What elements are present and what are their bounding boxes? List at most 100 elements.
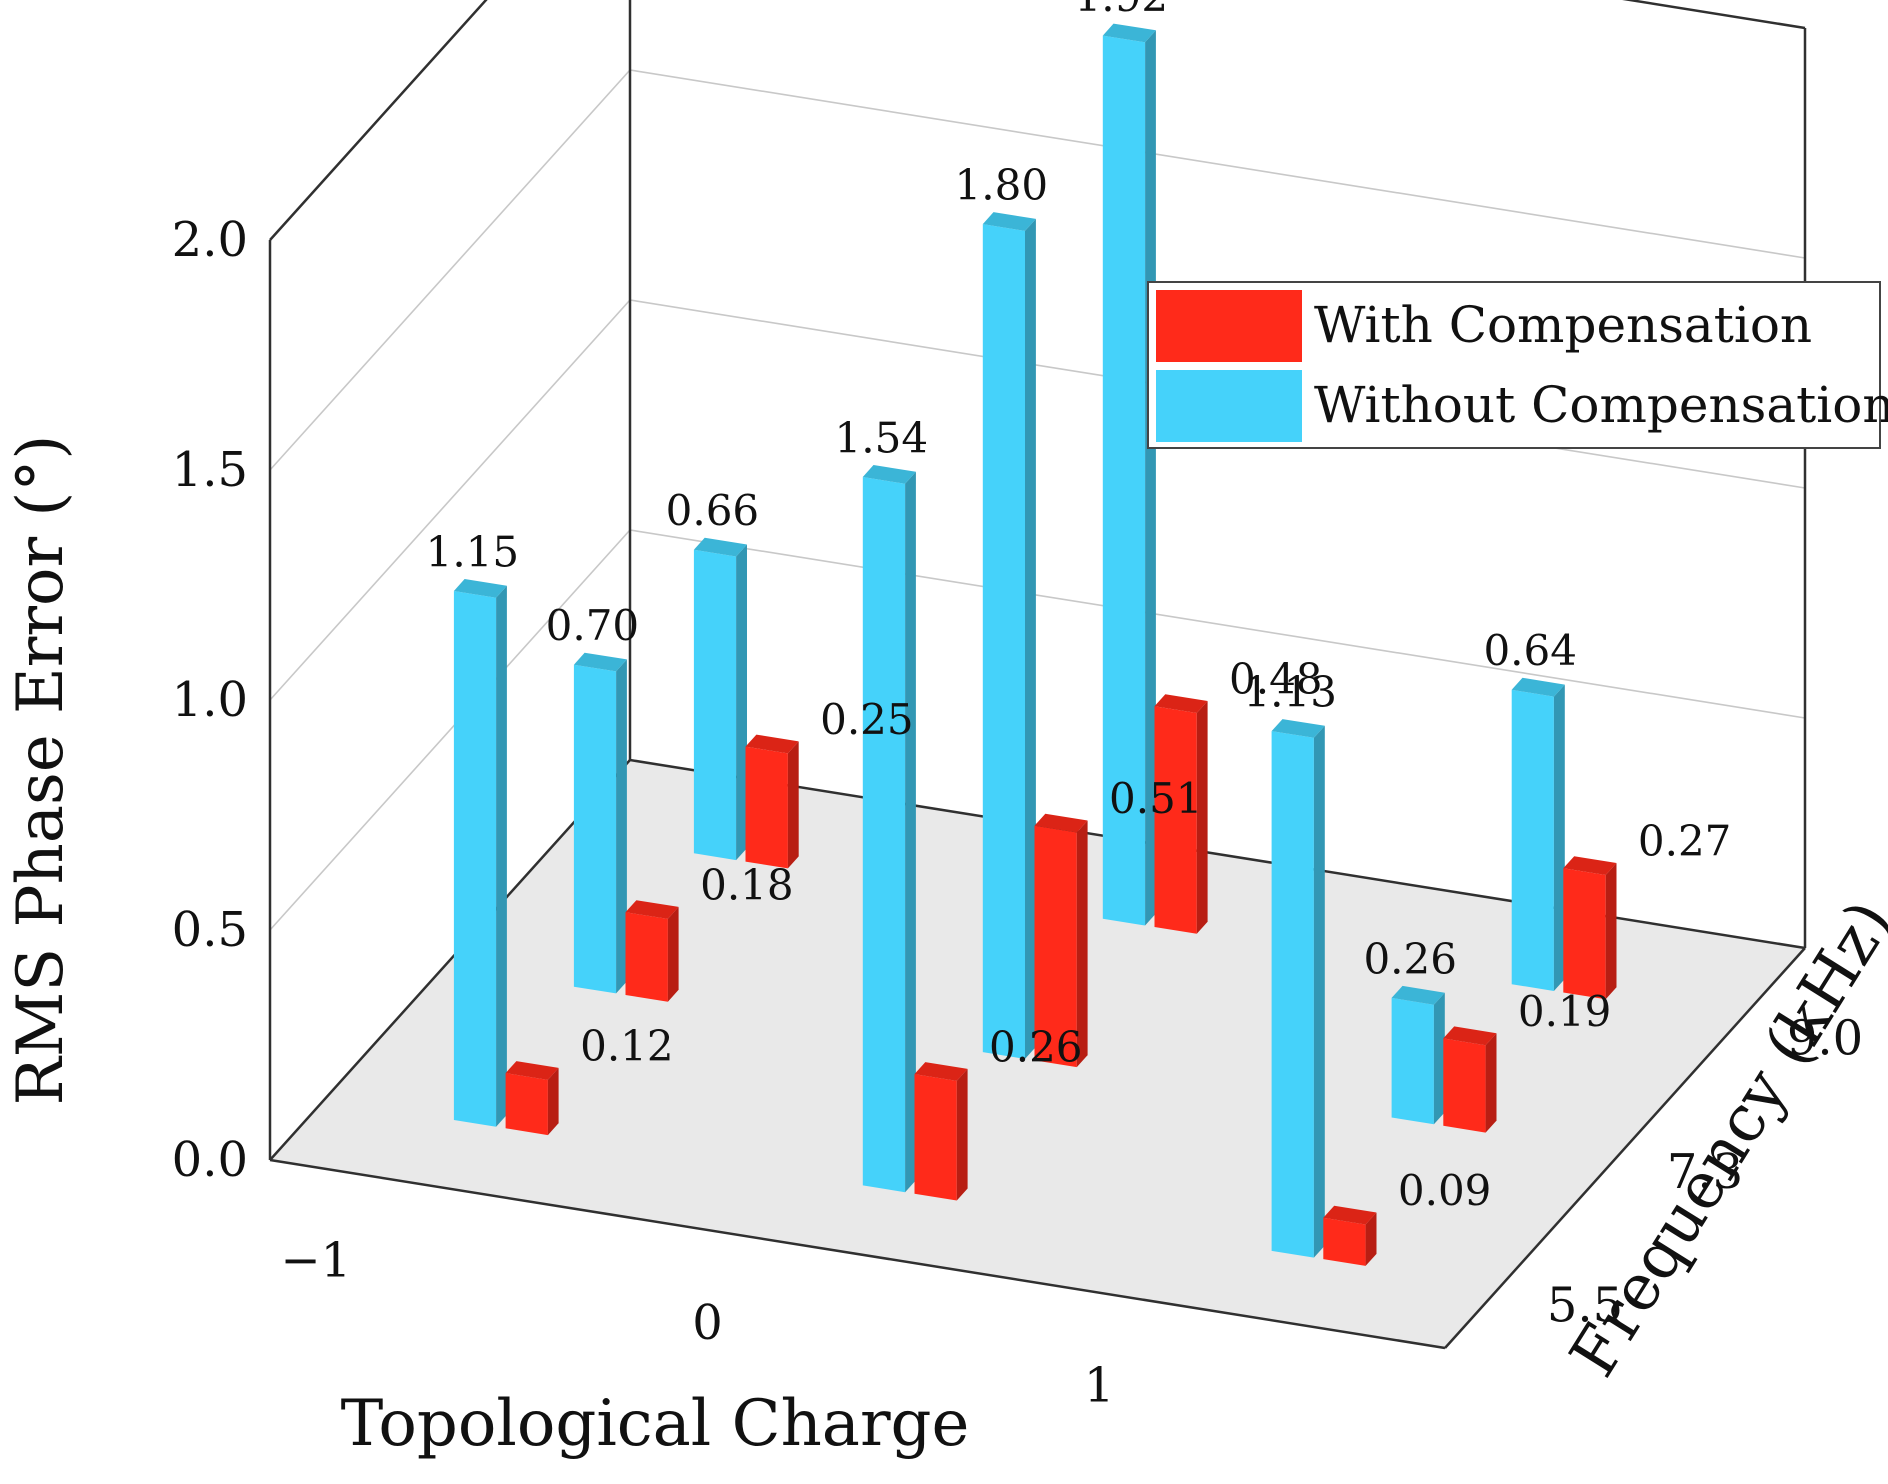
bar-top-face — [1034, 813, 1088, 833]
data-label-without: 0.66 — [666, 486, 760, 535]
x-tick-label: 0 — [692, 1295, 723, 1351]
bar-side-face — [1605, 863, 1617, 1000]
bar-side-face — [905, 471, 916, 1193]
bar-top-face — [914, 1062, 968, 1081]
bar-front-face — [862, 477, 906, 1193]
bar-side-face — [1365, 1212, 1377, 1266]
bar-with-compensation — [625, 900, 679, 1002]
z-tick-label: 7.3 — [1667, 1144, 1743, 1200]
y-tick-label: 2.0 — [172, 212, 248, 268]
bar-side-face — [1485, 1033, 1497, 1133]
x-tick-label: 1 — [1084, 1358, 1115, 1414]
bar-top-face — [1391, 985, 1445, 1005]
axis-edge — [269, 0, 488, 241]
bar-without-compensation — [573, 652, 627, 994]
bar-top-face — [1323, 1205, 1377, 1225]
data-label-with: 0.27 — [1638, 817, 1732, 866]
bar-top-face — [745, 734, 799, 754]
y-tick-label: 0.5 — [172, 902, 248, 958]
bar-front-face — [1391, 997, 1434, 1125]
data-label-with: 0.25 — [820, 695, 914, 744]
bar-side-face — [667, 906, 679, 1002]
bar-front-face — [982, 224, 1025, 1059]
bar-top-face — [1102, 23, 1156, 43]
bar-without-compensation — [1391, 985, 1445, 1125]
data-label-without: 0.70 — [546, 601, 640, 650]
bar-without-compensation — [862, 465, 916, 1193]
bar-top-face — [1443, 1026, 1497, 1046]
bar-top-face — [1511, 677, 1565, 697]
axis-edge — [1444, 947, 1806, 1349]
bar-with-compensation — [505, 1061, 559, 1136]
data-label-without: 1.80 — [955, 160, 1049, 209]
bar-top-face — [453, 579, 507, 598]
data-label-with: 0.09 — [1398, 1166, 1492, 1215]
data-label-with: 0.19 — [1518, 987, 1612, 1036]
bar-side-face — [496, 585, 507, 1127]
data-label-with: 0.26 — [989, 1022, 1083, 1071]
chart-back-wall — [630, 0, 1805, 948]
bar-top-face — [1563, 856, 1617, 875]
bar-without-compensation — [1511, 677, 1565, 991]
data-label-without: 1.15 — [426, 527, 520, 576]
bar-side-face — [1076, 820, 1088, 1068]
data-label-without: 1.92 — [1075, 0, 1169, 21]
legend-swatch-with-compensation — [1156, 290, 1302, 362]
bar-front-face — [625, 912, 668, 1002]
bar-with-compensation — [1034, 813, 1088, 1068]
bars — [453, 23, 1617, 1266]
bar-front-face — [1034, 825, 1077, 1068]
z-tick-label: 9.0 — [1787, 1011, 1863, 1067]
bar-side-face — [616, 659, 627, 994]
bar-side-face — [736, 544, 747, 861]
data-label-with: 0.18 — [700, 861, 794, 910]
legend: With Compensation Without Compensation — [1147, 281, 1888, 449]
z-tick-label: 5.5 — [1547, 1277, 1623, 1333]
bar-top-face — [573, 652, 627, 672]
bar-side-face — [956, 1068, 968, 1201]
data-label-without: 1.13 — [1243, 667, 1337, 716]
bar-top-face — [505, 1061, 559, 1080]
chart-side-wall — [270, 0, 630, 1160]
bar-front-face — [1323, 1217, 1366, 1266]
bar-side-face — [1145, 30, 1156, 926]
bar-without-compensation — [1271, 719, 1325, 1258]
bar-top-face — [1271, 719, 1325, 738]
data-label-with: 0.12 — [580, 1021, 674, 1070]
legend-swatch-without-compensation — [1156, 370, 1302, 442]
bar-top-face — [862, 465, 916, 484]
bar-side-face — [1433, 992, 1445, 1125]
bar-top-face — [1154, 694, 1208, 713]
y-tick-label: 1.5 — [172, 442, 248, 498]
bar-front-face — [505, 1073, 548, 1136]
data-labels: 0.66 0.25 1.92 0.48 0.64 0.27 0.70 0.18 1.80 0.51… — [426, 0, 1732, 1215]
bar-front-face — [453, 591, 497, 1127]
data-label-without: 0.64 — [1483, 626, 1577, 675]
y-axis-title: RMS Phase Error (°) — [4, 435, 78, 1106]
bar-front-face — [1102, 35, 1146, 926]
bar-top-face — [693, 537, 747, 557]
tick-labels: 0.0 0.5 1.0 1.5 2.0 −1 0 1 5.5 7.3 9.0 — [172, 212, 1864, 1414]
bar-with-compensation — [1323, 1205, 1377, 1266]
data-label-with: 0.48 — [1229, 655, 1323, 704]
bar-without-compensation — [693, 537, 747, 861]
bar-without-compensation — [1102, 23, 1156, 926]
data-label-with: 0.51 — [1109, 774, 1203, 823]
y-tick-label: 0.0 — [172, 1132, 248, 1188]
bar-front-face — [745, 746, 788, 869]
bar-with-compensation — [1154, 694, 1208, 934]
bar-without-compensation — [453, 579, 507, 1127]
bar-front-face — [1271, 731, 1314, 1258]
bar-side-face — [787, 741, 799, 869]
bar-side-face — [1553, 684, 1565, 991]
bar-side-face — [1313, 725, 1325, 1258]
bar-top-face — [982, 212, 1036, 231]
bar-front-face — [1443, 1038, 1486, 1133]
bar-front-face — [914, 1074, 957, 1201]
bar-front-face — [1563, 868, 1606, 1000]
bar-front-face — [693, 549, 737, 861]
bar-front-face — [573, 664, 617, 994]
y-tick-label: 1.0 — [172, 672, 248, 728]
bar-without-compensation — [982, 212, 1036, 1059]
